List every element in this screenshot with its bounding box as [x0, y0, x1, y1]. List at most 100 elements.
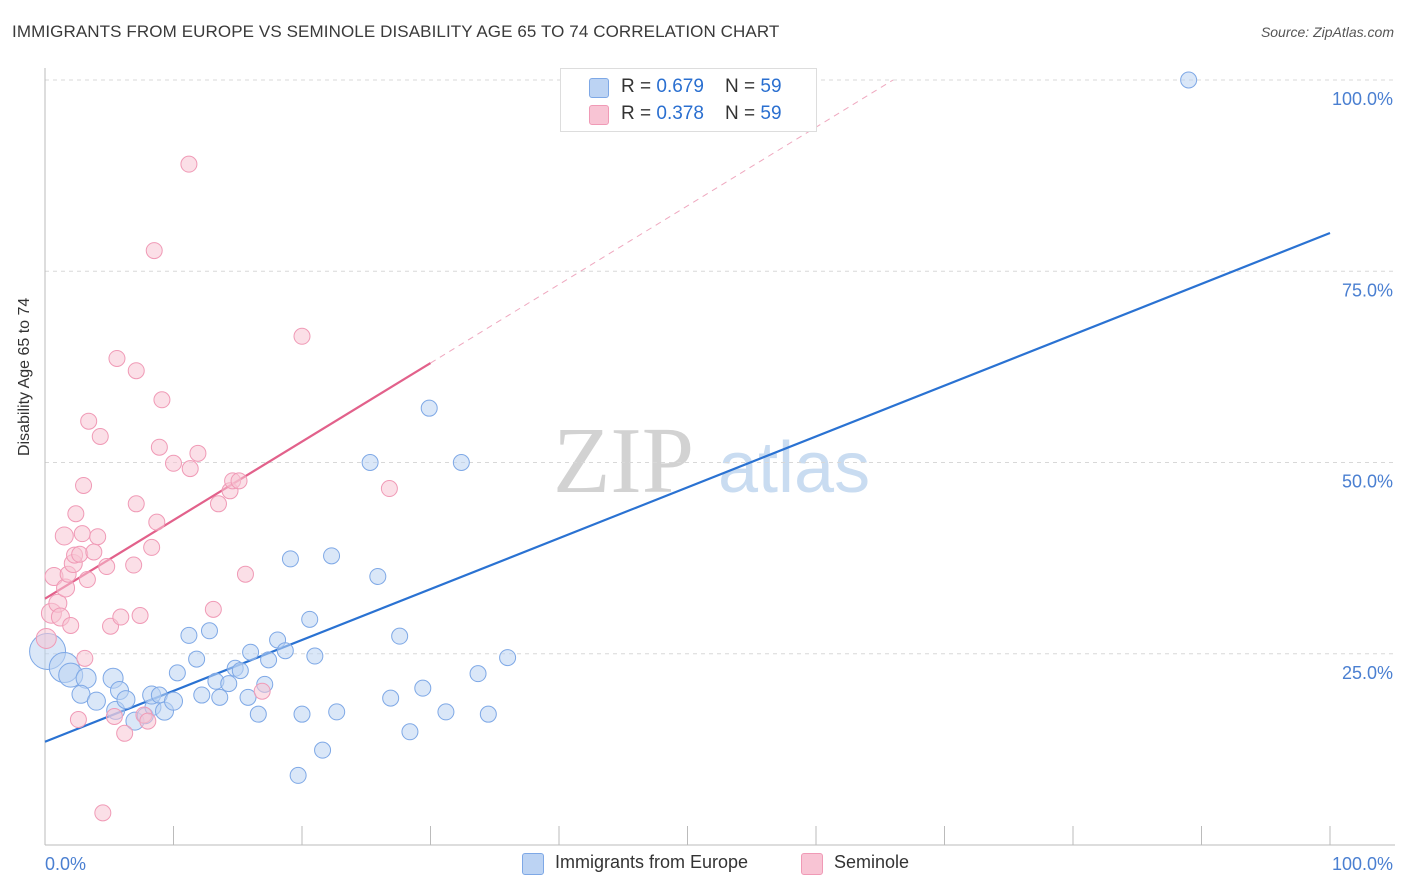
europe-point [188, 650, 206, 668]
seminole-legend-swatch [801, 853, 823, 875]
seminole-point [148, 513, 166, 531]
n-value: 59 [760, 103, 782, 124]
europe-point [193, 686, 211, 704]
seminole-point [181, 460, 199, 478]
seminole-point [153, 391, 171, 409]
seminole-point [67, 505, 85, 523]
seminole-point [112, 608, 130, 626]
r-label: R = [621, 76, 657, 97]
seminole-point [230, 472, 248, 490]
europe-point [391, 627, 409, 645]
stats-legend: R = 0.679 N = 59 R = 0.378 N = 59 [560, 68, 817, 132]
europe-point [401, 723, 419, 741]
europe-point [479, 705, 497, 723]
europe-point [314, 741, 332, 759]
europe-point [293, 705, 311, 723]
europe-point [452, 454, 470, 471]
europe-point [369, 567, 387, 585]
europe-point [116, 690, 136, 710]
europe-point [239, 688, 257, 706]
seminole-point [54, 526, 74, 546]
seminole-point [180, 155, 198, 173]
x-tick-label-min: 0.0% [45, 854, 86, 874]
x-tick-label-max: 100.0% [1332, 854, 1393, 874]
seminole-point [380, 480, 398, 498]
seminole-point [253, 682, 271, 700]
seminole-point [71, 545, 89, 563]
r-value: 0.378 [656, 103, 704, 124]
seminole-point [116, 724, 134, 742]
europe-point [242, 643, 260, 661]
europe-point [220, 675, 238, 693]
seminole-point [139, 712, 157, 730]
seminole-point [80, 412, 98, 430]
europe-point [289, 766, 307, 784]
seminole-point [127, 495, 145, 513]
seminole-point [91, 427, 109, 445]
europe-point [328, 703, 346, 721]
seminole-swatch [589, 105, 609, 125]
europe-point [180, 626, 198, 644]
seminole-point [293, 327, 311, 345]
europe-trend-line [44, 231, 1331, 743]
tick-labels: 25.0% 50.0% 75.0% 100.0% 0.0% 100.0% [45, 89, 1393, 874]
watermark: ZIP atlas [553, 409, 870, 513]
source-credit: Source: ZipAtlas.com [1260, 24, 1394, 40]
europe-point [231, 662, 249, 680]
seminole-point [209, 495, 227, 513]
europe-point [1180, 71, 1198, 89]
seminole-point [165, 454, 182, 472]
seminole-point [94, 804, 112, 822]
seminole-point [73, 525, 91, 543]
seminole-point [75, 476, 93, 494]
y-axis-label: Disability Age 65 to 74 [16, 297, 33, 456]
seminole-point [35, 627, 57, 649]
europe-point [414, 679, 432, 697]
seminole-point [108, 349, 126, 367]
seminole-legend-label: Seminole [834, 852, 910, 872]
y-tick-label: 75.0% [1342, 280, 1393, 300]
europe-point [499, 649, 517, 667]
europe-point [249, 705, 267, 723]
seminole-point [76, 649, 94, 667]
watermark-zip: ZIP [553, 409, 694, 513]
europe-point [211, 688, 229, 706]
europe-point [86, 691, 106, 711]
seminole-point [125, 556, 143, 574]
seminole-point [143, 538, 161, 556]
seminole-point [105, 707, 123, 725]
seminole-point [85, 543, 103, 561]
europe-point [260, 651, 278, 669]
y-tick-label: 100.0% [1332, 89, 1393, 109]
europe-swatch [589, 78, 609, 98]
europe-point [437, 703, 455, 721]
europe-point [164, 691, 183, 711]
seminole-point [127, 362, 145, 380]
watermark-atlas: atlas [718, 428, 870, 508]
n-label: N = [725, 76, 761, 97]
seminole-point [98, 558, 116, 576]
seminole-point [204, 600, 222, 618]
r-label: R = [621, 103, 657, 124]
seminole-point [236, 565, 254, 583]
seminole-point [189, 444, 207, 462]
r-value: 0.679 [656, 76, 704, 97]
seminole-stats: R = 0.378 N = 59 [621, 103, 782, 125]
seminole-point [89, 528, 107, 546]
n-value: 59 [760, 76, 782, 97]
europe-point [301, 610, 319, 628]
seminole-point [150, 438, 168, 456]
seminole-point [145, 242, 163, 260]
seminole-point [131, 607, 149, 624]
europe-point [420, 399, 438, 417]
europe-point [306, 647, 324, 665]
n-label: N = [725, 103, 761, 124]
europe-point [361, 454, 379, 471]
seminole-point [62, 616, 80, 634]
europe-stats: R = 0.679 N = 59 [621, 76, 782, 98]
y-tick-label: 50.0% [1342, 472, 1393, 492]
europe-point [168, 664, 186, 682]
chart-title: IMMIGRANTS FROM EUROPE VS SEMINOLE DISAB… [12, 22, 780, 41]
europe-legend-label: Immigrants from Europe [555, 852, 749, 872]
